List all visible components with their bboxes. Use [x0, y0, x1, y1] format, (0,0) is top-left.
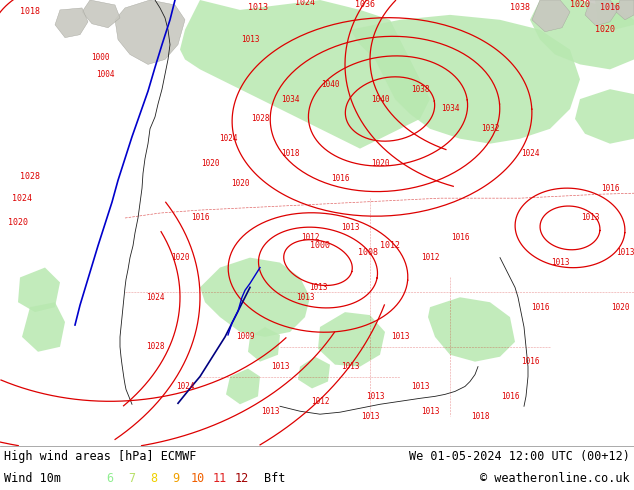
- Text: 1020: 1020: [570, 0, 590, 9]
- Text: 1024: 1024: [12, 194, 32, 203]
- Text: 1013: 1013: [551, 258, 569, 267]
- Text: 1013: 1013: [309, 283, 327, 292]
- Text: 1020: 1020: [171, 253, 190, 262]
- Text: 1016: 1016: [451, 233, 469, 243]
- Text: 1013: 1013: [361, 412, 379, 421]
- Text: 1013: 1013: [391, 332, 410, 342]
- Polygon shape: [55, 8, 88, 38]
- Text: 8: 8: [150, 472, 158, 486]
- Polygon shape: [318, 312, 385, 367]
- Text: 1016: 1016: [600, 3, 620, 12]
- Text: 1040: 1040: [371, 95, 389, 103]
- Polygon shape: [226, 368, 260, 404]
- Polygon shape: [595, 0, 634, 30]
- Polygon shape: [82, 0, 120, 28]
- Text: 1018: 1018: [281, 149, 299, 158]
- Text: Bft: Bft: [264, 472, 285, 486]
- Text: 1034: 1034: [281, 95, 299, 103]
- Polygon shape: [530, 0, 634, 70]
- Text: 1013: 1013: [340, 223, 359, 232]
- Text: 1012: 1012: [301, 233, 320, 243]
- Text: 1016: 1016: [191, 214, 209, 222]
- Text: © weatheronline.co.uk: © weatheronline.co.uk: [481, 472, 630, 486]
- Text: 1018: 1018: [20, 7, 40, 16]
- Text: 1040: 1040: [321, 80, 339, 89]
- Text: 1004: 1004: [96, 70, 114, 79]
- Text: 1020: 1020: [595, 25, 615, 34]
- Text: 1013: 1013: [366, 392, 384, 401]
- Polygon shape: [428, 297, 515, 362]
- Polygon shape: [248, 327, 280, 362]
- Text: 1028: 1028: [146, 343, 164, 351]
- Text: 1000: 1000: [91, 53, 109, 62]
- Polygon shape: [22, 302, 65, 352]
- Text: 1012: 1012: [311, 397, 329, 406]
- Text: 1020: 1020: [611, 303, 630, 312]
- Text: 1028: 1028: [251, 114, 269, 123]
- Text: 1016: 1016: [501, 392, 519, 401]
- Text: 1013: 1013: [241, 35, 259, 44]
- Text: 1038: 1038: [411, 85, 429, 94]
- Polygon shape: [180, 0, 430, 148]
- Text: 1016: 1016: [531, 303, 549, 312]
- Text: High wind areas [hPa] ECMWF: High wind areas [hPa] ECMWF: [4, 450, 197, 464]
- Text: 1016: 1016: [331, 174, 349, 183]
- Text: 1013: 1013: [421, 407, 439, 416]
- Text: 1013: 1013: [295, 293, 314, 302]
- Text: 1018: 1018: [471, 412, 489, 421]
- Text: 1032: 1032: [481, 124, 499, 133]
- Polygon shape: [115, 0, 185, 64]
- Text: 1000: 1000: [310, 241, 330, 250]
- Text: 1016: 1016: [601, 184, 619, 193]
- Text: 1013: 1013: [261, 407, 279, 416]
- Text: 1020: 1020: [231, 179, 249, 188]
- Text: 1024: 1024: [521, 149, 540, 158]
- Text: 1024: 1024: [176, 382, 194, 391]
- Text: 1020: 1020: [201, 159, 219, 168]
- Polygon shape: [298, 357, 330, 389]
- Polygon shape: [575, 89, 634, 144]
- Text: 1013: 1013: [581, 214, 599, 222]
- Polygon shape: [18, 268, 60, 312]
- Text: 9: 9: [172, 472, 179, 486]
- Text: 1009: 1009: [236, 332, 254, 342]
- Text: 1013: 1013: [248, 3, 268, 12]
- Text: 1013: 1013: [616, 248, 634, 257]
- Text: We 01-05-2024 12:00 UTC (00+12): We 01-05-2024 12:00 UTC (00+12): [409, 450, 630, 464]
- Text: 1013: 1013: [340, 362, 359, 371]
- Text: 1020: 1020: [8, 219, 28, 227]
- Text: 7: 7: [129, 472, 136, 486]
- Text: 6: 6: [107, 472, 113, 486]
- Polygon shape: [200, 258, 310, 337]
- Text: 1012: 1012: [421, 253, 439, 262]
- Text: 1020: 1020: [371, 159, 389, 168]
- Text: 1038: 1038: [510, 3, 530, 12]
- Text: 1008: 1008: [358, 248, 378, 257]
- Text: 12: 12: [235, 472, 249, 486]
- Polygon shape: [532, 0, 570, 32]
- Text: 1034: 1034: [441, 104, 459, 114]
- Text: Wind 10m: Wind 10m: [4, 472, 61, 486]
- Text: 1013: 1013: [411, 382, 429, 391]
- Polygon shape: [350, 15, 580, 144]
- Polygon shape: [585, 0, 618, 26]
- Text: 1028: 1028: [20, 172, 40, 181]
- Polygon shape: [616, 0, 634, 20]
- Text: 1024: 1024: [146, 293, 164, 302]
- Text: 1012: 1012: [380, 241, 400, 250]
- Text: 11: 11: [213, 472, 227, 486]
- Text: 1016: 1016: [521, 357, 540, 366]
- Text: 1013: 1013: [271, 362, 289, 371]
- Text: 10: 10: [191, 472, 205, 486]
- Text: 1024: 1024: [295, 0, 315, 7]
- Text: 1024: 1024: [219, 134, 237, 143]
- Text: 1036: 1036: [355, 0, 375, 9]
